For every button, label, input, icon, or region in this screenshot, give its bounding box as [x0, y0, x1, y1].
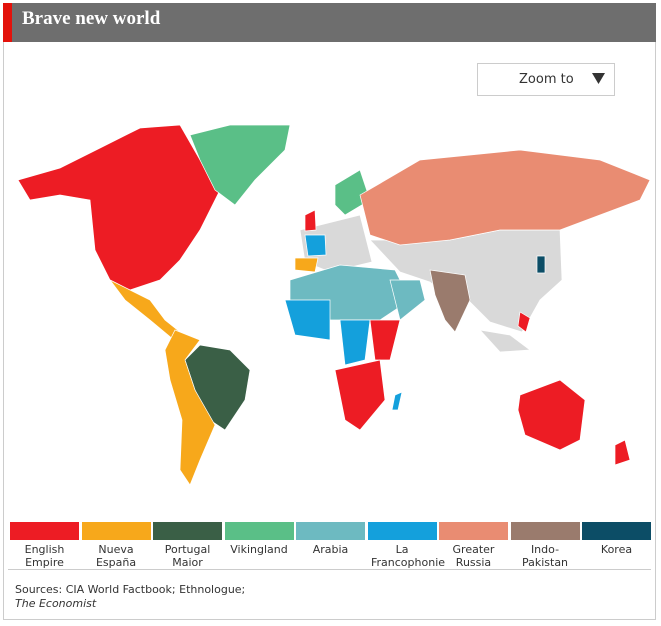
- country-region[interactable]: [304, 234, 327, 257]
- zoom-label: Zoom to: [519, 72, 574, 87]
- legend-label: Arabia: [312, 543, 349, 556]
- country-region[interactable]: [536, 255, 546, 274]
- legend-item: La Francophonie: [367, 522, 446, 569]
- legend-label: Portugal Maior: [164, 543, 211, 569]
- header-strip: [3, 3, 12, 42]
- legend-swatch: [10, 522, 79, 540]
- country-region[interactable]: [189, 124, 291, 206]
- country-region[interactable]: [517, 379, 586, 451]
- country-region[interactable]: [164, 329, 216, 486]
- country-region[interactable]: [389, 279, 426, 321]
- legend-swatch: [439, 522, 508, 540]
- country-region[interactable]: [334, 359, 386, 431]
- legend-label: English Empire: [24, 543, 65, 569]
- legend-label: La Francophonie: [371, 543, 446, 569]
- country-region[interactable]: [369, 319, 401, 361]
- dropdown-arrow: [592, 73, 605, 84]
- legend-label: Korea: [600, 543, 633, 556]
- legend-swatch: [224, 522, 294, 540]
- legend-label: Greater Russia: [452, 543, 495, 569]
- legend-item: Vikingland: [224, 522, 294, 556]
- legend-item: Indo-Pakistan: [510, 522, 580, 569]
- legend-swatch: [582, 522, 651, 540]
- legend-item: Nueva España: [81, 522, 151, 569]
- legend-swatch: [81, 522, 151, 540]
- legend-item: Portugal Maior: [153, 522, 222, 569]
- title: Brave new world: [22, 8, 161, 29]
- sources: Sources: CIA World Factbook; Ethnologue;…: [15, 583, 245, 611]
- country-region[interactable]: [429, 269, 471, 333]
- country-region[interactable]: [391, 391, 403, 411]
- legend-label: Indo-Pakistan: [521, 543, 569, 569]
- legend-label: Vikingland: [230, 543, 288, 556]
- country-region[interactable]: [294, 257, 319, 273]
- country-region[interactable]: [614, 439, 631, 466]
- country-region[interactable]: [304, 209, 317, 232]
- legend-item: Greater Russia: [439, 522, 508, 569]
- country-region[interactable]: [284, 299, 331, 341]
- country-region[interactable]: [359, 149, 651, 246]
- country-region[interactable]: [339, 319, 371, 366]
- country-region[interactable]: [334, 169, 371, 216]
- country-region[interactable]: [479, 329, 531, 353]
- sources-text: Sources: CIA World Factbook; Ethnologue;: [15, 583, 246, 596]
- legend-item: Arabia: [296, 522, 365, 556]
- legend-swatch: [296, 522, 365, 540]
- zoom-dropdown[interactable]: Zoom to: [477, 63, 615, 96]
- country-region[interactable]: [17, 124, 221, 291]
- legend-item: English Empire: [10, 522, 79, 569]
- world-map: [17, 124, 651, 486]
- header: [3, 3, 656, 42]
- legend-label: Nueva España: [95, 543, 137, 569]
- legend-swatch: [153, 522, 222, 540]
- legend-item: Korea: [582, 522, 651, 556]
- legend-swatch: [367, 522, 437, 540]
- legend-swatch: [510, 522, 580, 540]
- sources-publisher: The Economist: [15, 597, 97, 610]
- country-region[interactable]: [517, 311, 531, 333]
- separator: [8, 569, 651, 570]
